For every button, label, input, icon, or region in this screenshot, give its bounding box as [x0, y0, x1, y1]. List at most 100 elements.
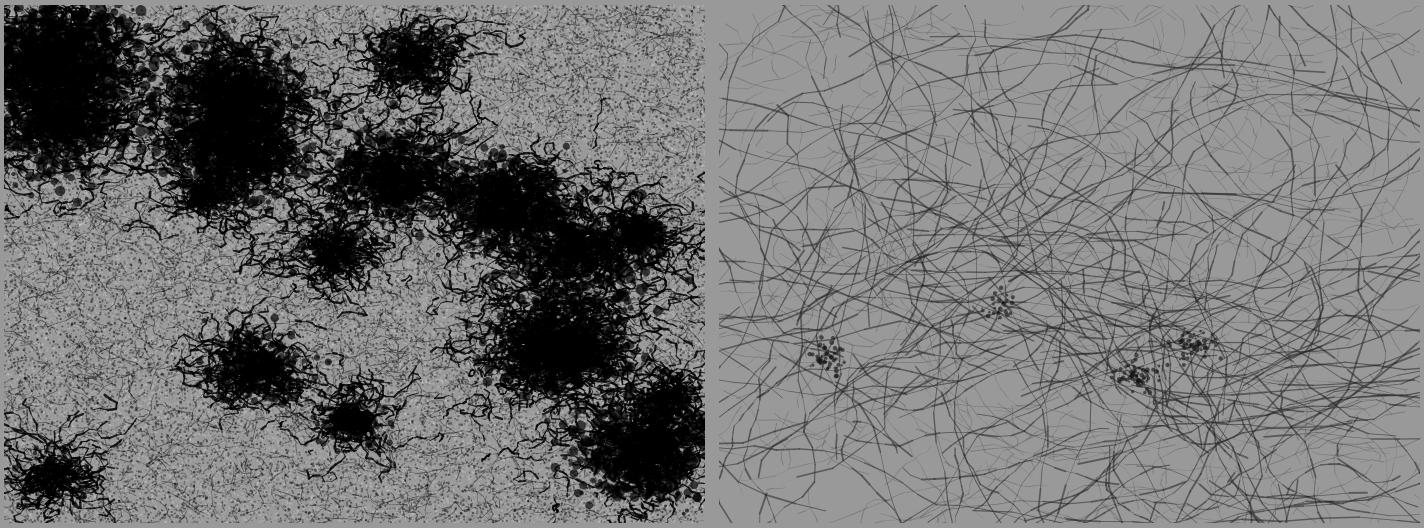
Point: [114, 457, 137, 465]
Point: [343, 153, 366, 161]
Point: [390, 133, 413, 141]
Point: [174, 514, 197, 523]
Point: [423, 33, 446, 42]
Point: [387, 408, 410, 417]
Point: [473, 391, 496, 400]
Point: [511, 23, 534, 32]
Point: [629, 269, 652, 277]
Point: [486, 208, 508, 216]
Point: [40, 280, 63, 288]
Point: [51, 382, 74, 391]
Point: [430, 51, 453, 60]
Point: [594, 186, 617, 195]
Point: [17, 88, 40, 96]
Point: [641, 412, 664, 421]
Point: [16, 236, 38, 244]
Point: [122, 33, 145, 41]
Point: [649, 276, 672, 285]
Point: [13, 268, 36, 277]
Point: [61, 289, 84, 297]
Point: [491, 404, 514, 413]
Point: [194, 158, 216, 166]
Point: [177, 463, 199, 472]
Point: [51, 48, 74, 56]
Point: [205, 496, 228, 505]
Point: [490, 370, 513, 378]
Point: [447, 517, 470, 526]
Point: [19, 456, 41, 464]
Point: [337, 349, 360, 357]
Point: [397, 206, 420, 215]
Point: [444, 43, 467, 51]
Point: [545, 350, 568, 359]
Point: [197, 243, 219, 252]
Point: [446, 259, 468, 267]
Point: [612, 50, 635, 58]
Point: [554, 177, 577, 185]
Point: [369, 436, 392, 445]
Point: [406, 414, 429, 422]
Point: [691, 456, 713, 465]
Point: [367, 197, 390, 206]
Point: [81, 271, 104, 280]
Point: [74, 272, 97, 280]
Point: [10, 426, 33, 434]
Point: [251, 166, 273, 175]
Point: [24, 419, 47, 427]
Point: [167, 494, 189, 502]
Point: [244, 140, 266, 148]
Point: [538, 426, 561, 435]
Point: [10, 275, 33, 284]
Point: [666, 91, 689, 100]
Point: [582, 428, 605, 437]
Point: [46, 178, 68, 187]
Point: [158, 359, 181, 367]
Point: [36, 124, 58, 133]
Point: [10, 328, 33, 337]
Point: [394, 210, 417, 219]
Point: [619, 222, 642, 230]
Point: [476, 32, 498, 41]
Point: [621, 459, 644, 467]
Point: [77, 8, 100, 16]
Point: [154, 178, 177, 186]
Point: [158, 358, 181, 366]
Point: [356, 71, 379, 79]
Point: [253, 430, 276, 438]
Point: [594, 320, 617, 329]
Point: [347, 145, 370, 154]
Point: [604, 45, 627, 53]
Point: [386, 86, 409, 94]
Point: [628, 398, 651, 407]
Point: [584, 105, 607, 113]
Point: [144, 267, 167, 276]
Point: [19, 365, 41, 373]
Point: [456, 195, 478, 203]
Point: [612, 257, 635, 265]
Point: [412, 233, 434, 241]
Point: [41, 151, 64, 159]
Point: [675, 243, 698, 252]
Point: [641, 75, 664, 83]
Point: [397, 178, 420, 186]
Point: [9, 42, 31, 50]
Point: [48, 200, 71, 208]
Point: [175, 340, 198, 348]
Point: [413, 416, 436, 424]
Point: [402, 121, 424, 130]
Point: [493, 220, 515, 228]
Point: [515, 221, 538, 229]
Point: [16, 332, 38, 340]
Point: [507, 192, 530, 201]
Point: [382, 78, 404, 86]
Point: [487, 33, 510, 42]
Point: [353, 279, 376, 287]
Point: [483, 332, 506, 340]
Point: [386, 144, 409, 152]
Point: [577, 392, 600, 401]
Point: [639, 361, 662, 370]
Point: [187, 75, 209, 83]
Point: [530, 58, 553, 66]
Point: [252, 497, 275, 506]
Point: [390, 290, 413, 298]
